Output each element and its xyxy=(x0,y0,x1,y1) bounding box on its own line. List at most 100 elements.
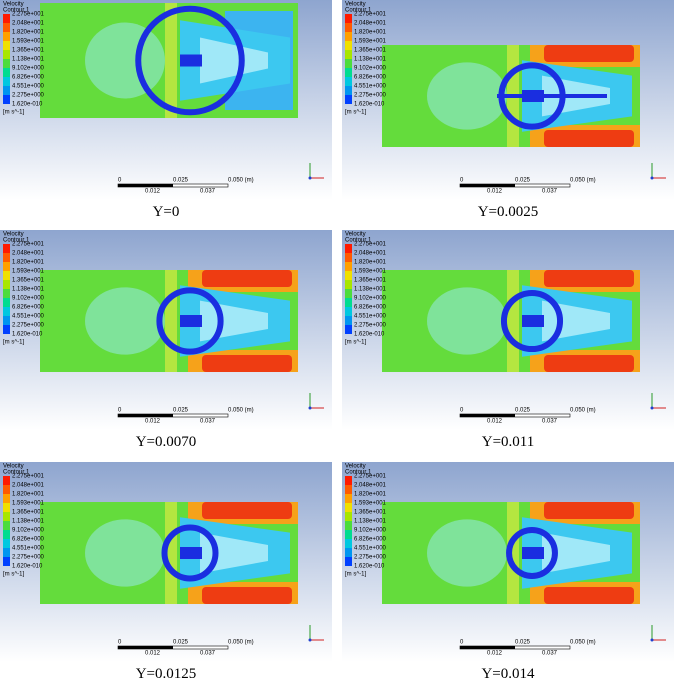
upstream-zone xyxy=(85,519,165,587)
legend-swatch xyxy=(345,476,352,485)
high-velocity-red xyxy=(202,587,292,604)
scale-bar-fill xyxy=(118,646,173,649)
panel-caption: Y=0.0025 xyxy=(477,204,539,220)
legend-label: 1.365e+001 xyxy=(354,48,387,54)
legend-swatch xyxy=(345,41,352,50)
legend-swatch xyxy=(345,271,352,280)
legend-label: 1.620e-010 xyxy=(12,564,43,570)
legend-swatch xyxy=(345,539,352,548)
scale-label: 0.012 xyxy=(145,651,161,657)
panel-caption: Y=0.011 xyxy=(481,434,535,450)
scale-label: 0.050 (m) xyxy=(570,178,596,184)
scale-label: 0 xyxy=(118,408,122,414)
axis-z xyxy=(308,406,312,410)
high-velocity-red xyxy=(544,270,634,287)
legend-label: 1.138e+001 xyxy=(12,287,45,293)
scale-label: 0 xyxy=(460,640,464,646)
scale-label: 0.012 xyxy=(487,419,503,425)
scale-label: 0.037 xyxy=(200,651,216,657)
legend-label: 1.620e-010 xyxy=(354,332,385,338)
legend-swatch xyxy=(3,95,10,104)
contour-panel: Velocity Contour 1 2.275e+001 2.048e+001 1.8… xyxy=(0,0,332,200)
legend-swatch xyxy=(3,68,10,77)
legend-title: Velocity xyxy=(3,232,24,238)
legend-label: 2.048e+001 xyxy=(354,21,387,27)
legend-label: 1.593e+001 xyxy=(354,269,387,275)
legend-label: 1.365e+001 xyxy=(354,278,387,284)
legend-swatch xyxy=(345,325,352,334)
legend-label: 6.826e+000 xyxy=(354,305,387,311)
legend-swatch xyxy=(3,32,10,41)
legend-swatch xyxy=(345,289,352,298)
scale-label: 0.025 xyxy=(515,408,531,414)
panel-caption: Y=0 xyxy=(152,204,180,220)
legend-label: 1.138e+001 xyxy=(354,287,387,293)
scale-label: 0.025 xyxy=(515,178,531,184)
body-ring xyxy=(156,287,224,355)
legend-swatch xyxy=(3,476,10,485)
legend-label: 1.365e+001 xyxy=(12,510,45,516)
contour-panel: Velocity Contour 1 2.275e+001 2.048e+001 1.8… xyxy=(342,462,674,662)
scale-label: 0.050 (m) xyxy=(570,640,596,646)
transition-band xyxy=(165,270,177,372)
legend-label: 4.551e+000 xyxy=(354,314,387,320)
legend-swatch xyxy=(345,77,352,86)
axis-z xyxy=(650,638,654,642)
axis-z xyxy=(650,406,654,410)
legend-label: 9.102e+000 xyxy=(354,66,387,72)
legend-label: 1.820e+001 xyxy=(354,30,387,36)
high-velocity-red xyxy=(544,45,634,62)
legend-label: 4.551e+000 xyxy=(12,546,45,552)
legend-label: 6.826e+000 xyxy=(354,537,387,543)
high-velocity-red xyxy=(202,270,292,287)
legend-unit: [m s^-1] xyxy=(345,110,366,116)
scale-label: 0.037 xyxy=(542,189,558,195)
scale-label: 0.037 xyxy=(200,189,216,195)
axis-z xyxy=(650,176,654,180)
legend-swatch xyxy=(3,494,10,503)
legend-label: 2.275e+001 xyxy=(354,242,387,248)
legend-label: 2.275e+000 xyxy=(12,555,45,561)
legend-label: 2.275e+000 xyxy=(12,323,45,329)
legend-unit: [m s^-1] xyxy=(345,340,366,346)
legend-label: 1.138e+001 xyxy=(12,57,45,63)
scale-label: 0.025 xyxy=(515,640,531,646)
legend-swatch xyxy=(345,280,352,289)
legend-label: 9.102e+000 xyxy=(12,528,45,534)
legend-subtitle: Contour 1 xyxy=(345,238,372,244)
legend-label: 2.275e+001 xyxy=(12,12,45,18)
body-core xyxy=(522,547,544,559)
scale-label: 0 xyxy=(460,178,464,184)
axis-z xyxy=(308,638,312,642)
legend-label: 9.102e+000 xyxy=(354,296,387,302)
body-core xyxy=(522,315,544,327)
legend-swatch xyxy=(3,271,10,280)
legend-swatch xyxy=(345,244,352,253)
contour-panel: Velocity Contour 1 2.275e+001 2.048e+001 1.8… xyxy=(0,230,332,430)
legend-label: 1.365e+001 xyxy=(354,510,387,516)
legend-label: 1.593e+001 xyxy=(12,39,45,45)
legend-label: 1.138e+001 xyxy=(12,519,45,525)
legend-swatch xyxy=(3,41,10,50)
legend-unit: [m s^-1] xyxy=(3,572,24,578)
legend-label: 6.826e+000 xyxy=(12,305,45,311)
scale-label: 0.037 xyxy=(542,651,558,657)
legend-swatch xyxy=(345,59,352,68)
high-velocity-red xyxy=(202,355,292,372)
body-ring xyxy=(506,527,558,579)
legend-subtitle: Contour 1 xyxy=(3,238,30,244)
legend-swatch xyxy=(345,548,352,557)
legend-label: 1.138e+001 xyxy=(354,519,387,525)
legend-swatch xyxy=(3,503,10,512)
rod xyxy=(497,94,607,98)
legend-label: 2.275e+000 xyxy=(354,93,387,99)
legend-label: 1.820e+001 xyxy=(12,30,45,36)
body-ring xyxy=(135,5,245,116)
legend-swatch xyxy=(3,307,10,316)
